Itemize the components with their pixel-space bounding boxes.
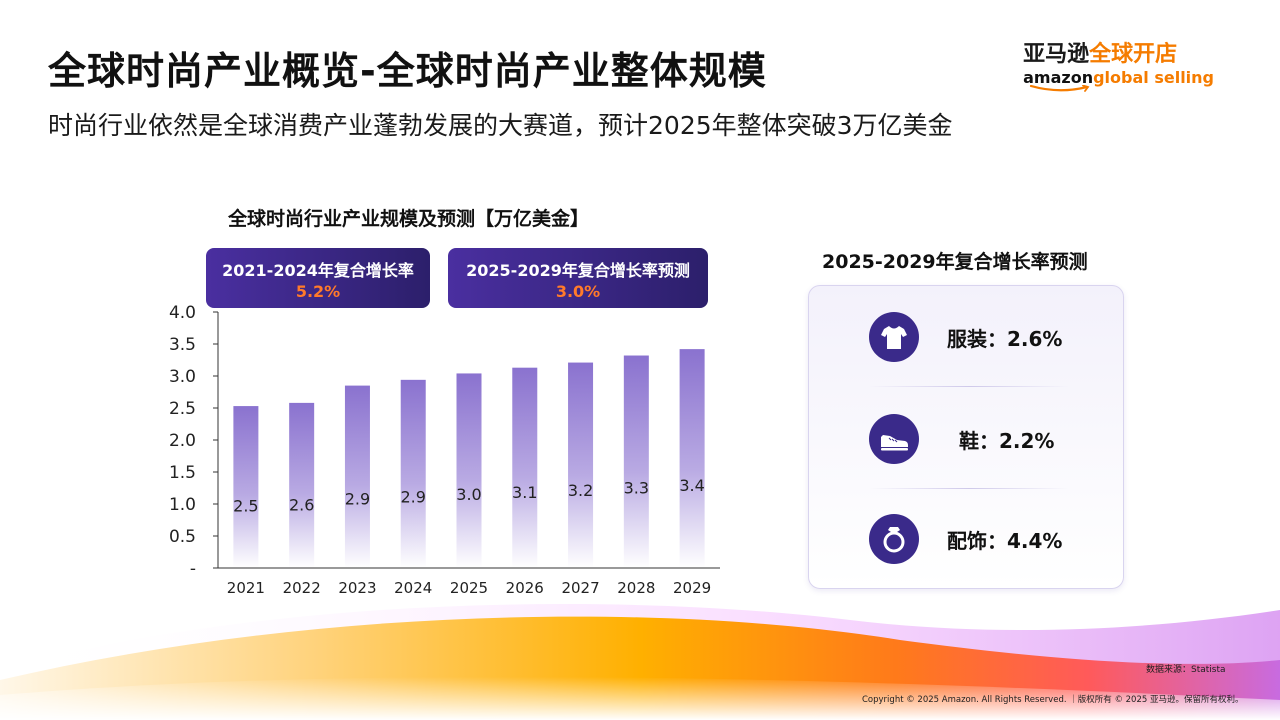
forecast-panel: 服装：2.6% 鞋：2.2% 配饰：4.4% [808,285,1124,589]
y-tick-label: 4.0 [169,303,196,323]
bar-2021 [233,406,259,568]
decorative-wave [0,604,1280,720]
y-tick-label: 2.5 [169,399,196,419]
x-tick-label: 2029 [673,579,711,597]
data-label-2023: 2.9 [345,489,370,508]
bar-2026 [512,367,538,568]
divider [869,386,1069,387]
y-tick-label: 3.0 [169,367,196,387]
bar-2022 [289,402,315,568]
bar-2029 [679,349,705,568]
bar-2027 [568,362,594,568]
cagr-value: 3.0% [555,282,601,301]
logo-cn-orange: 全球开店 [1089,42,1178,67]
tshirt-icon [869,312,919,362]
bar-2023 [344,385,370,568]
x-tick-label: 2025 [450,579,488,597]
logo-en-orange: global selling [1093,68,1214,87]
cagr-value: 5.2% [295,282,341,301]
copyright: Copyright © 2025 Amazon. All Rights Rese… [862,695,1244,705]
x-tick-label: 2028 [617,579,655,597]
y-tick-label: 1.0 [169,495,196,515]
data-label-2029: 3.4 [679,476,704,495]
forecast-item-apparel: 服装：2.6% [869,312,1062,362]
page-subtitle: 时尚行业依然是全球消费产业蓬勃发展的大赛道，预计2025年整体突破3万亿美金 [48,111,953,140]
x-tick-label: 2027 [561,579,599,597]
bar-chart: - 0.5 1.0 1.5 2.0 2.5 3.0 3.5 4.0 2.5 2.6 2.9 2.9 3.… [169,303,720,597]
forecast-item-shoes: 鞋：2.2% [869,414,1054,464]
bar-2024 [400,379,426,568]
bar-2028 [623,355,649,568]
bar-2025 [456,373,482,568]
data-label-2026: 3.1 [512,483,537,502]
y-tick-label: 2.0 [169,431,196,451]
forecast-item-text: 服装：2.6% [947,326,1063,351]
data-label-2022: 2.6 [289,496,314,515]
forecast-item-text: 鞋：2.2% [959,428,1055,453]
x-tick-label: 2022 [283,579,321,597]
ring-icon [869,514,919,564]
forecast-item-accessories: 配饰：4.4% [869,514,1062,564]
data-label-2024: 2.9 [400,487,425,506]
y-tick-label: 1.5 [169,463,196,483]
logo-cn-black: 亚马逊 [1023,42,1090,67]
chart-title: 全球时尚行业产业规模及预测【万亿美金】 [228,208,590,230]
x-tick-label: 2023 [338,579,376,597]
cagr-label: 2025-2029年复合增长率预测 [466,261,690,280]
x-tick-label: 2026 [506,579,544,597]
amazon-global-selling-logo: 亚马逊全球开店 amazonglobal selling [1023,36,1214,93]
cagr-box-2021-2024: 2021-2024年复合增长率 5.2% [206,248,430,308]
forecast-title: 2025-2029年复合增长率预测 [822,251,1088,273]
cagr-label: 2021-2024年复合增长率 [222,261,414,280]
logo-en-black: amazon [1023,68,1094,87]
page-title: 全球时尚产业概览-全球时尚产业整体规模 [48,49,767,93]
data-label-2028: 3.3 [624,479,649,498]
data-source: 数据来源：Statista [1146,665,1226,675]
y-tick-label: - [190,559,196,579]
cagr-box-2025-2029: 2025-2029年复合增长率预测 3.0% [448,248,708,308]
x-tick-label: 2021 [227,579,265,597]
x-tick-label: 2024 [394,579,432,597]
data-label-2021: 2.5 [233,497,258,516]
forecast-item-text: 配饰：4.4% [947,528,1063,553]
amazon-smile-icon [1030,85,1090,92]
y-tick-label: 0.5 [169,527,196,547]
shoe-icon [869,414,919,464]
data-label-2027: 3.2 [568,481,593,500]
y-tick-label: 3.5 [169,335,196,355]
divider [869,488,1069,489]
data-label-2025: 3.0 [456,485,481,504]
